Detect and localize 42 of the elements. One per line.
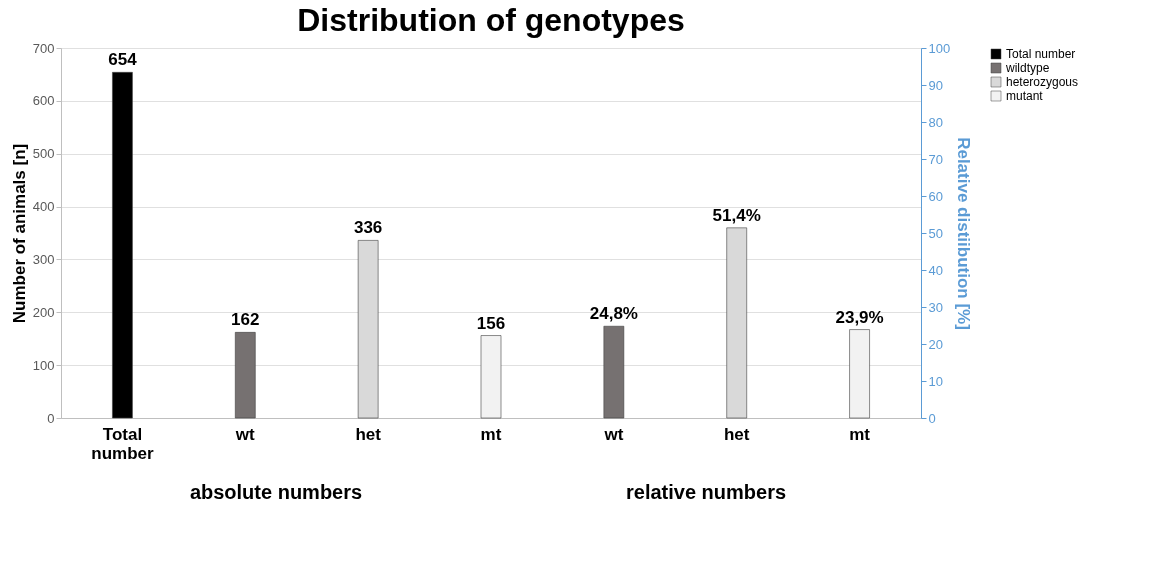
y-tick-label: 0 <box>47 410 55 426</box>
legend-label: Total number <box>1006 47 1076 61</box>
y2-tick-label: 10 <box>928 373 943 389</box>
y2-tick-label: 30 <box>928 299 943 315</box>
y-tick-label: 700 <box>32 40 55 56</box>
data-label: 336 <box>353 218 383 238</box>
y2-tick-label: 100 <box>928 40 951 56</box>
data-label: 51,4% <box>712 205 761 225</box>
y2-tick-label: 0 <box>928 410 936 426</box>
text: relative numbers <box>625 481 787 503</box>
y-axis-title: Number of animals [n] <box>9 143 29 324</box>
text: absolute numbers <box>189 481 363 503</box>
y2-tick-label: 20 <box>928 336 943 352</box>
y2-tick-label: 80 <box>928 114 943 130</box>
data-label: 654 <box>108 50 138 70</box>
data-label: 156 <box>476 313 506 333</box>
y2-tick-label: 40 <box>928 262 943 278</box>
data-label: 162 <box>231 310 260 330</box>
data-label: 24,8% <box>589 304 638 324</box>
y-tick-label: 500 <box>32 146 55 162</box>
y-tick-label: 600 <box>32 93 55 109</box>
data-label: 23,9% <box>835 307 884 327</box>
x-tick-label: het <box>355 424 382 444</box>
legend-label: heterozygous <box>1006 75 1079 89</box>
x-tick-label: mt <box>849 424 871 444</box>
legend-label: wildtype <box>1005 61 1050 75</box>
x-tick-label: Total number <box>91 424 154 463</box>
y2-tick-label: 70 <box>928 151 943 167</box>
y2-tick-label: 60 <box>928 188 943 204</box>
y2-tick-label: 90 <box>928 77 943 93</box>
y-tick-label: 400 <box>32 199 55 215</box>
y-tick-label: 300 <box>32 251 55 267</box>
y-tick-label: 200 <box>32 304 55 320</box>
x-tick-label: wt <box>603 424 624 444</box>
x-tick-label: het <box>723 424 750 444</box>
y-tick-label: 100 <box>32 357 55 373</box>
legend-label: mutant <box>1006 89 1044 103</box>
x-tick-label: mt <box>480 424 502 444</box>
y2-tick-label: 50 <box>928 225 943 241</box>
y2-axis-title: Relative distiibution [%] <box>954 137 974 330</box>
chart-title: Distribution of genotypes <box>297 2 685 38</box>
x-tick-label: wt <box>234 424 256 444</box>
